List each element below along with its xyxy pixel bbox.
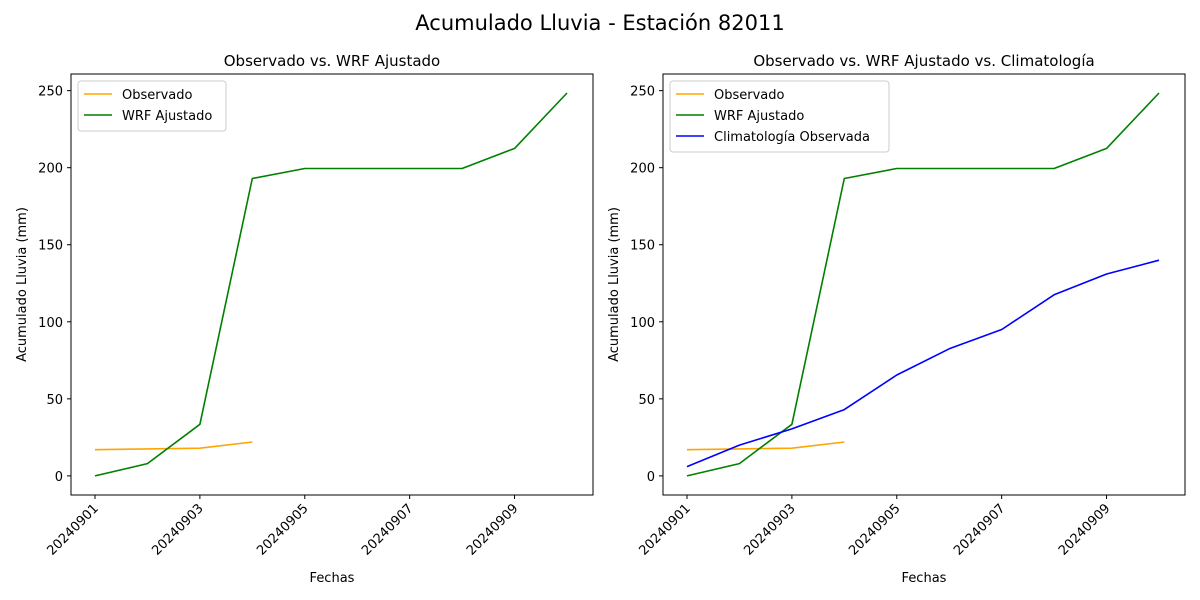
y-tick-label: 200 xyxy=(38,162,63,177)
axes-frame xyxy=(662,73,1186,496)
legend-label: Observado xyxy=(714,88,785,103)
y-axis-label: Acumulado Lluvia (mm) xyxy=(607,207,622,362)
legend-label: Climatología Observada xyxy=(714,130,870,145)
x-tick-label: 20240907 xyxy=(951,501,1008,558)
y-tick-label: 100 xyxy=(630,316,655,331)
y-tick-label: 150 xyxy=(630,239,655,254)
legend-box xyxy=(669,80,890,153)
x-tick-label: 20240909 xyxy=(1056,501,1113,558)
x-tick-label: 20240901 xyxy=(44,501,101,558)
y-tick-label: 50 xyxy=(638,393,655,408)
y-tick-label: 250 xyxy=(38,85,63,100)
x-tick-label: 20240907 xyxy=(359,501,416,558)
chart-title: Observado vs. WRF Ajustado xyxy=(224,52,440,70)
x-tick-label: 20240903 xyxy=(149,501,206,558)
x-axis-label: Fechas xyxy=(310,571,355,586)
legend-label: WRF Ajustado xyxy=(714,109,804,124)
axes-frame xyxy=(70,73,594,496)
x-tick-label: 20240905 xyxy=(846,501,903,558)
y-tick-label: 150 xyxy=(38,239,63,254)
legend-label: Observado xyxy=(122,88,193,103)
legend-box xyxy=(77,80,227,132)
x-tick-label: 20240905 xyxy=(254,501,311,558)
y-tick-label: 200 xyxy=(630,162,655,177)
y-tick-label: 0 xyxy=(647,470,655,485)
legend-label: WRF Ajustado xyxy=(122,109,212,124)
series-line-climatologia-observada xyxy=(686,259,1160,468)
y-tick-label: 50 xyxy=(46,393,63,408)
series-line-observado xyxy=(94,441,253,451)
chart-title: Observado vs. WRF Ajustado vs. Climatolo… xyxy=(753,52,1094,70)
x-tick-label: 20240901 xyxy=(636,501,693,558)
x-tick-label: 20240903 xyxy=(741,501,798,558)
figure-suptitle: Acumulado Lluvia - Estación 82011 xyxy=(415,11,784,35)
series-line-observado xyxy=(686,441,845,451)
series-line-wrf-ajustado xyxy=(686,92,1160,477)
series-line-wrf-ajustado xyxy=(94,92,568,477)
chart-2: Observado vs. WRF Ajustado vs. Climatolo… xyxy=(607,52,1186,586)
x-tick-label: 20240909 xyxy=(464,501,521,558)
y-tick-label: 0 xyxy=(55,470,63,485)
chart-1: Observado vs. WRF Ajustado 0 50 100 150 200 25… xyxy=(15,52,594,586)
y-axis-label: Acumulado Lluvia (mm) xyxy=(15,207,30,362)
x-axis-label: Fechas xyxy=(902,571,947,586)
y-tick-label: 250 xyxy=(630,85,655,100)
y-tick-label: 100 xyxy=(38,316,63,331)
